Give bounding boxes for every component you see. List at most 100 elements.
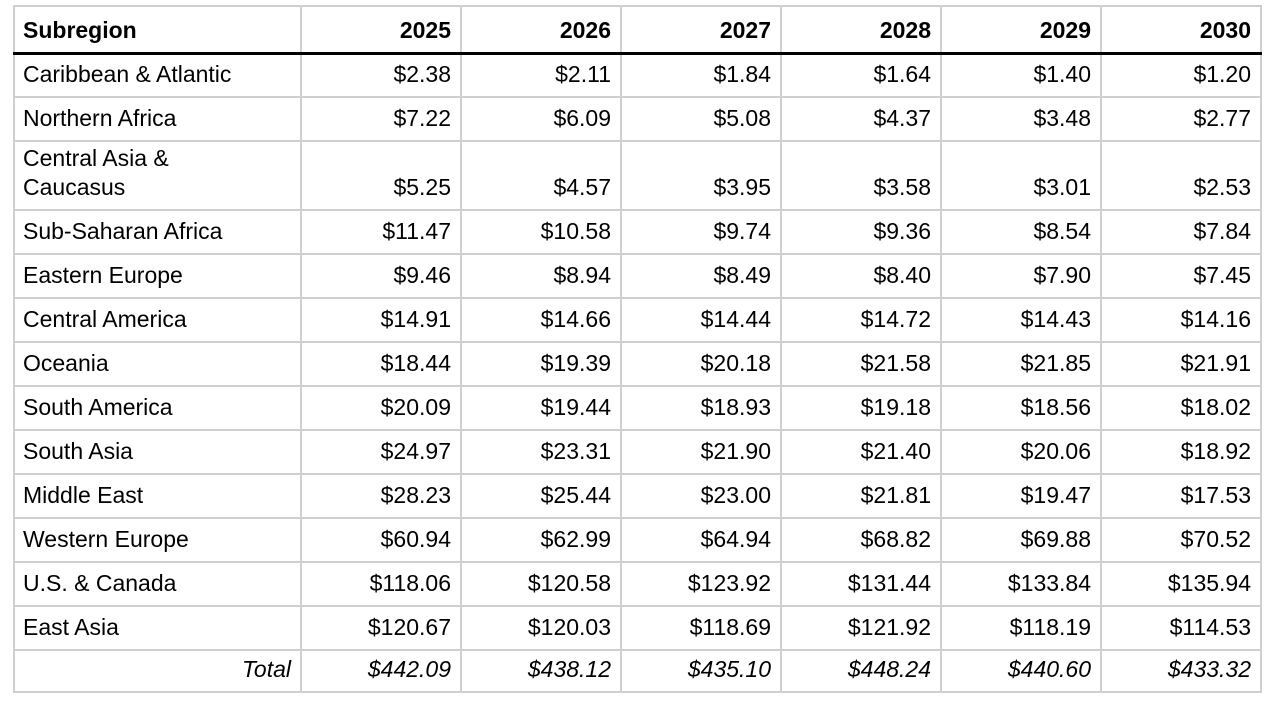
value-cell: $14.44 [620,297,782,343]
table-row-central-america: Central America $14.91 $14.66 $14.44 $14… [13,297,1262,343]
value-cell: $21.58 [780,341,942,387]
value-cell: $1.20 [1100,52,1262,98]
table-row-sub-saharan-africa: Sub-Saharan Africa $11.47 $10.58 $9.74 $… [13,209,1262,255]
value-cell: $14.91 [300,297,462,343]
spreadsheet-table-region: Subregion 2025 2026 2027 2028 2029 2030 … [13,5,1262,693]
value-cell: $18.92 [1100,429,1262,475]
value-cell: $1.64 [780,52,942,98]
value-cell: $14.16 [1100,297,1262,343]
value-cell: $7.84 [1100,209,1262,255]
value-cell: $20.09 [300,385,462,431]
value-cell: $2.11 [460,52,622,98]
value-cell: $19.39 [460,341,622,387]
table-row-middle-east: Middle East $28.23 $25.44 $23.00 $21.81 … [13,473,1262,519]
subregion-cell: Sub-Saharan Africa [13,209,302,255]
value-cell: $19.47 [940,473,1102,519]
table-row-eastern-europe: Eastern Europe $9.46 $8.94 $8.49 $8.40 $… [13,253,1262,299]
value-cell: $68.82 [780,517,942,563]
total-value-cell: $433.32 [1100,649,1262,693]
value-cell: $21.85 [940,341,1102,387]
subregion-header: Subregion [13,5,302,55]
value-cell: $24.97 [300,429,462,475]
value-cell: $64.94 [620,517,782,563]
value-cell: $7.45 [1100,253,1262,299]
value-cell: $3.48 [940,96,1102,142]
subregion-cell: South America [13,385,302,431]
value-cell: $133.84 [940,561,1102,607]
value-cell: $14.72 [780,297,942,343]
value-cell: $8.94 [460,253,622,299]
value-cell: $135.94 [1100,561,1262,607]
value-cell: $7.90 [940,253,1102,299]
value-cell: $62.99 [460,517,622,563]
table-row-central-asia-caucasus: Central Asia & Caucasus $5.25 $4.57 $3.9… [13,140,1262,211]
value-cell: $6.09 [460,96,622,142]
value-cell: $131.44 [780,561,942,607]
value-cell: $118.19 [940,605,1102,651]
total-value-cell: $448.24 [780,649,942,693]
table-row-south-asia: South Asia $24.97 $23.31 $21.90 $21.40 $… [13,429,1262,475]
value-cell: $120.03 [460,605,622,651]
table-row-caribbean-atlantic: Caribbean & Atlantic $2.38 $2.11 $1.84 $… [13,52,1262,98]
value-cell: $2.38 [300,52,462,98]
value-cell: $8.49 [620,253,782,299]
subregion-cell: Central America [13,297,302,343]
value-cell: $1.84 [620,52,782,98]
value-cell: $21.90 [620,429,782,475]
value-cell: $14.43 [940,297,1102,343]
value-cell: $10.58 [460,209,622,255]
value-cell: $18.56 [940,385,1102,431]
value-cell: $69.88 [940,517,1102,563]
total-value-cell: $435.10 [620,649,782,693]
value-cell: $123.92 [620,561,782,607]
value-cell: $18.02 [1100,385,1262,431]
subregion-cell: South Asia [13,429,302,475]
value-cell: $114.53 [1100,605,1262,651]
subregion-forecast-table: Subregion 2025 2026 2027 2028 2029 2030 … [13,5,1262,693]
value-cell: $19.18 [780,385,942,431]
value-cell: $14.66 [460,297,622,343]
value-cell: $4.37 [780,96,942,142]
table-row-northern-africa: Northern Africa $7.22 $6.09 $5.08 $4.37 … [13,96,1262,142]
value-cell: $20.18 [620,341,782,387]
year-header-2026: 2026 [460,5,622,55]
value-cell: $60.94 [300,517,462,563]
total-value-cell: $442.09 [300,649,462,693]
subregion-cell: Middle East [13,473,302,519]
value-cell: $1.40 [940,52,1102,98]
year-header-2025: 2025 [300,5,462,55]
value-cell: $3.58 [780,140,942,211]
value-cell: $8.40 [780,253,942,299]
value-cell: $5.25 [300,140,462,211]
value-cell: $118.06 [300,561,462,607]
total-value-cell: $438.12 [460,649,622,693]
value-cell: $2.53 [1100,140,1262,211]
total-label-cell: Total [13,649,302,693]
value-cell: $120.58 [460,561,622,607]
value-cell: $5.08 [620,96,782,142]
value-cell: $25.44 [460,473,622,519]
year-header-2029: 2029 [940,5,1102,55]
value-cell: $4.57 [460,140,622,211]
value-cell: $3.01 [940,140,1102,211]
value-cell: $17.53 [1100,473,1262,519]
value-cell: $2.77 [1100,96,1262,142]
value-cell: $9.46 [300,253,462,299]
value-cell: $20.06 [940,429,1102,475]
subregion-cell: Central Asia & Caucasus [13,140,302,211]
value-cell: $23.31 [460,429,622,475]
value-cell: $70.52 [1100,517,1262,563]
value-cell: $9.74 [620,209,782,255]
value-cell: $3.95 [620,140,782,211]
total-row: Total $442.09 $438.12 $435.10 $448.24 $4… [13,649,1262,693]
value-cell: $28.23 [300,473,462,519]
value-cell: $7.22 [300,96,462,142]
value-cell: $23.00 [620,473,782,519]
value-cell: $18.93 [620,385,782,431]
header-row: Subregion 2025 2026 2027 2028 2029 2030 [13,5,1262,55]
subregion-cell: Oceania [13,341,302,387]
year-header-2027: 2027 [620,5,782,55]
value-cell: $21.40 [780,429,942,475]
subregion-cell: Northern Africa [13,96,302,142]
table-row-east-asia: East Asia $120.67 $120.03 $118.69 $121.9… [13,605,1262,651]
